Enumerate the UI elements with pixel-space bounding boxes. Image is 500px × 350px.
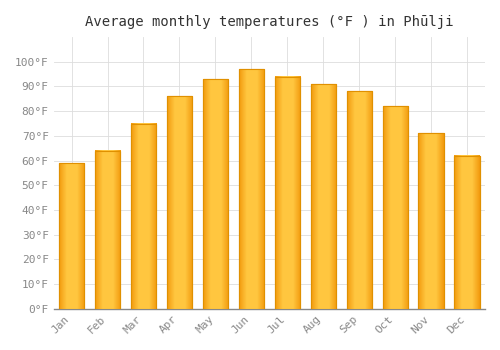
Bar (310, 84, 336, 309)
Bar (418, 133, 444, 309)
Bar (95, 151, 120, 309)
Bar (203, 79, 228, 309)
Bar (131, 124, 156, 309)
Title: Average monthly temperatures (°F ) in Phūlji: Average monthly temperatures (°F ) in Ph… (85, 15, 454, 29)
Bar (454, 156, 479, 309)
Bar (346, 91, 372, 309)
Bar (167, 96, 192, 309)
Bar (382, 106, 407, 309)
Bar (238, 69, 264, 309)
Bar (274, 77, 300, 309)
Bar (59, 163, 84, 309)
